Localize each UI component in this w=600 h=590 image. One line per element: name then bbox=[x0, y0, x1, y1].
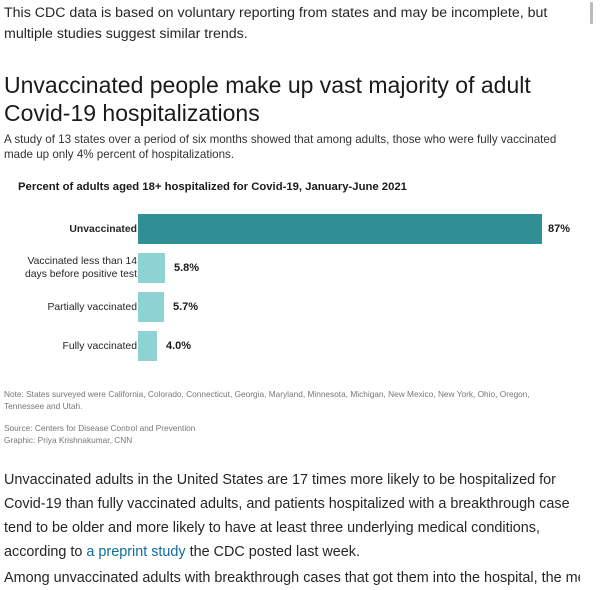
next-paragraph-partial: Among unvaccinated adults with breakthro… bbox=[4, 570, 580, 586]
bar-row-vaccinated-less-than-14-days: Vaccinated less than 14 days before posi… bbox=[4, 253, 580, 283]
chart-description: A study of 13 states over a period of si… bbox=[4, 133, 557, 161]
bar-unvaccinated bbox=[138, 214, 542, 244]
chart-notes: Note: States surveyed were California, C… bbox=[4, 388, 564, 446]
chart-note: Note: States surveyed were California, C… bbox=[4, 389, 530, 411]
chart-credit: Graphic: Priya Krishnakumar, CNN bbox=[4, 435, 133, 445]
bar-value-label: 87% bbox=[548, 223, 571, 235]
bar-value-label: 4.0% bbox=[166, 340, 192, 352]
bar-label: Fully vaccinated bbox=[62, 340, 137, 352]
bar-partially-vaccinated bbox=[138, 292, 164, 322]
chart-source: Source: Centers for Disease Control and … bbox=[4, 423, 196, 433]
body-paragraph: Unvaccinated adults in the United States… bbox=[4, 468, 580, 564]
bar-label: Vaccinated less than 14 days before posi… bbox=[24, 256, 137, 280]
chart-title: Percent of adults aged 18+ hospitalized … bbox=[18, 181, 407, 193]
bar-row-fully-vaccinated: Fully vaccinated 4.0% bbox=[4, 331, 580, 361]
bar-row-unvaccinated: Unvaccinated 87% bbox=[4, 214, 580, 244]
scrollbar[interactable] bbox=[589, 0, 600, 578]
intro-paragraph: This CDC data is based on voluntary repo… bbox=[4, 5, 548, 42]
bar-fully-vaccinated bbox=[138, 331, 157, 361]
body-text-start: Unvaccinated adults in the United States… bbox=[4, 472, 570, 560]
bar-row-partially-vaccinated: Partially vaccinated 5.7% bbox=[4, 292, 580, 322]
body-text-end: the CDC posted last week. bbox=[185, 544, 360, 560]
scrollbar-thumb[interactable] bbox=[590, 2, 593, 24]
bar-label: Unvaccinated bbox=[69, 223, 137, 235]
preprint-study-link[interactable]: a preprint study bbox=[86, 544, 186, 560]
bar-chart: Percent of adults aged 18+ hospitalized … bbox=[4, 180, 580, 450]
bar-vaccinated-less-than-14-days bbox=[138, 253, 165, 283]
bar-label: Partially vaccinated bbox=[47, 301, 137, 313]
bar-value-label: 5.7% bbox=[173, 301, 199, 313]
bar-value-label: 5.8% bbox=[174, 262, 200, 274]
section-headline: Unvaccinated people make up vast majorit… bbox=[4, 72, 531, 126]
